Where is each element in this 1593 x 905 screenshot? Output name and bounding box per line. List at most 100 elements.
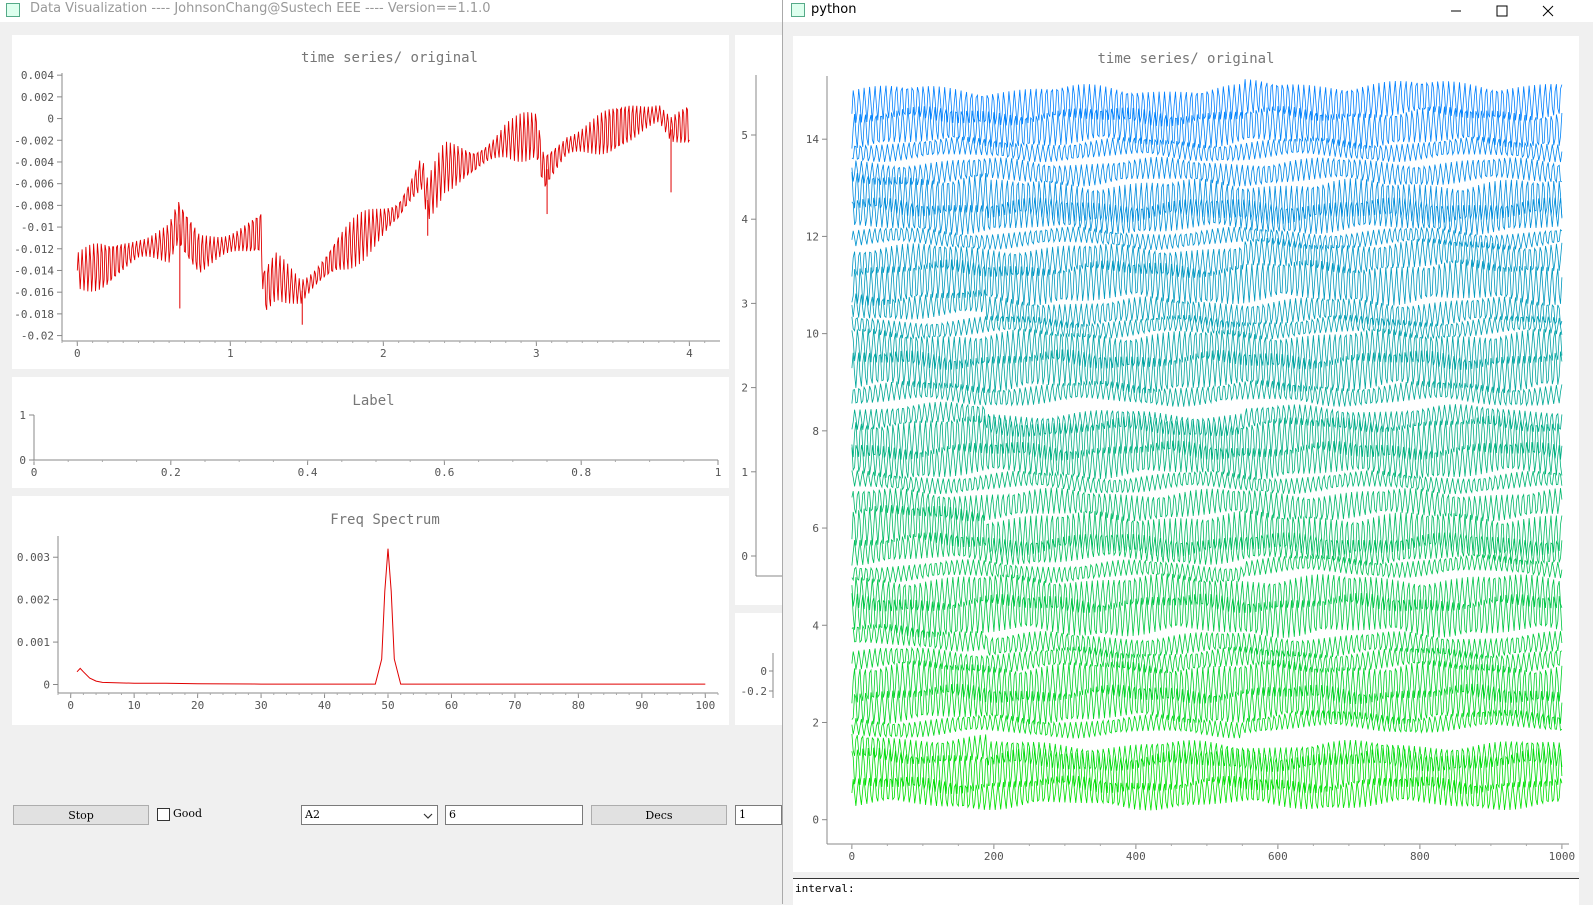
y-tick-label: 1 [741,466,748,479]
channel-number-input[interactable]: 6 [445,805,583,825]
x-tick-label: 100 [695,699,715,712]
x-tick-label: 20 [191,699,204,712]
channel-trace [851,380,1563,407]
channel-trace [851,487,1563,522]
channel-trace [851,646,1563,674]
x-tick-label: 1 [227,347,234,360]
y-tick-label: 0.003 [17,551,50,564]
y-tick-label: 8 [812,425,819,438]
x-tick-label: 4 [686,347,693,360]
good-checkbox[interactable] [157,808,170,821]
y-tick-label: -0.008 [14,199,54,212]
partial-panel-right: 5 4 3 2 1 0 [735,35,782,605]
maximize-button[interactable] [1479,0,1525,22]
channel-trace [851,624,1563,659]
x-tick-label: 0 [67,699,74,712]
x-tick-label: 0.6 [434,466,454,479]
channel-trace [851,553,1563,584]
time-series-title: time series/ original [300,50,478,66]
channel-trace [851,314,1563,340]
partial-chart-small: 0 -0.2 [741,653,774,698]
channel-trace [851,470,1563,495]
partial-panel-small: 0 -0.2 [735,613,782,725]
x-tick-label: 400 [1126,850,1146,863]
decs-button[interactable]: Decs [591,805,727,825]
channel-trace [851,440,1563,480]
x-tick-label: 1 [715,466,722,479]
channel-trace [851,106,1563,149]
y-tick-label: -0.016 [14,286,54,299]
interval-label: interval: [795,882,855,895]
time-series-chart: 0 1 2 3 4 0.004 0.002 0 -0.002 -0.004 -0.006 -0.008… [14,69,720,360]
channel-trace [851,237,1563,278]
stop-button[interactable]: Stop [13,805,149,825]
multichannel-chart: 0 200 400 600 800 1000 14 12 10 8 6 4 2 0 [806,76,1576,863]
x-tick-label: 2 [380,347,387,360]
x-tick-label: 80 [572,699,585,712]
freq-spectrum-title: Freq Spectrum [330,512,440,528]
freq-spectrum-line [76,548,706,685]
channel-trace [851,156,1563,187]
x-tick-label: 0.4 [298,466,318,479]
y-tick-label: 6 [812,522,819,535]
x-tick-label: 50 [381,699,394,712]
freq-spectrum-chart: 0 10 20 30 40 50 60 70 80 90 100 0.003 0.002 0.001 0 [17,536,719,712]
chevron-down-icon [423,813,433,819]
y-tick-label: 5 [741,129,748,142]
y-tick-label: 0.004 [21,69,54,82]
y-tick-label: 1 [19,409,26,422]
y-tick-label: 14 [806,133,820,146]
y-tick-label: -0.02 [21,330,54,343]
x-tick-label: 0 [74,347,81,360]
channel-trace [851,259,1563,306]
channel-select[interactable]: A2 [301,805,438,825]
minimize-button[interactable] [1433,0,1479,22]
x-tick-label: 10 [128,699,141,712]
channel-trace [851,504,1563,558]
y-tick-label: 4 [741,213,748,226]
channel-trace [851,136,1563,163]
x-tick-label: 60 [445,699,458,712]
channel-trace [851,415,1563,461]
y-tick-label: 0.002 [17,594,50,607]
python-title-bar[interactable]: python [783,0,1593,22]
main-window-title: Data Visualization ---- JohnsonChang@Sus… [30,1,491,16]
channel-trace [851,328,1563,370]
channel-trace [851,171,1563,225]
y-tick-label: -0.002 [14,134,54,147]
y-tick-label: 0.001 [17,636,50,649]
channel-trace [851,401,1563,437]
close-icon [1542,5,1554,17]
y-tick-label: -0.01 [21,221,54,234]
x-tick-label: 1000 [1549,850,1576,863]
maximize-icon [1496,5,1508,17]
y-tick-label: 4 [812,619,819,632]
x-tick-label: 200 [984,850,1004,863]
close-button[interactable] [1525,0,1571,22]
main-title-bar[interactable]: Data Visualization ---- JohnsonChang@Sus… [0,0,785,22]
app-icon [791,3,805,17]
channel-trace [851,733,1563,772]
y-tick-label: 0 [47,113,54,126]
channel-select-value: A2 [305,808,320,821]
y-tick-label: 0.002 [21,91,54,104]
label-panel: Label 0 0.2 0.4 0.6 0.8 1 1 0 [12,377,729,488]
x-tick-label: 40 [318,699,331,712]
freq-spectrum-panel: Freq Spectrum 0 10 20 30 40 50 60 70 80 90 100 0.00… [12,496,729,725]
y-tick-label: 0 [43,679,50,692]
minimize-icon [1451,10,1461,12]
x-tick-label: 0 [31,466,38,479]
time-series-panel: time series/ original 0 1 2 3 4 0.004 0.002 0 -0… [12,35,729,369]
x-tick-label: 800 [1410,850,1430,863]
x-tick-label: 70 [508,699,521,712]
channel-trace [851,226,1563,251]
channel-trace [851,79,1563,127]
python-window[interactable]: python time series/ original 0 200 400 600 8… [782,0,1593,905]
y-tick-label: 2 [812,716,819,729]
x-tick-label: 0.2 [161,466,181,479]
label-chart: 0 0.2 0.4 0.6 0.8 1 1 0 [19,409,722,479]
decs-value-input[interactable]: 1 [735,805,782,825]
label-title: Label [352,393,395,409]
channel-trace [851,775,1563,811]
x-tick-label: 600 [1268,850,1288,863]
